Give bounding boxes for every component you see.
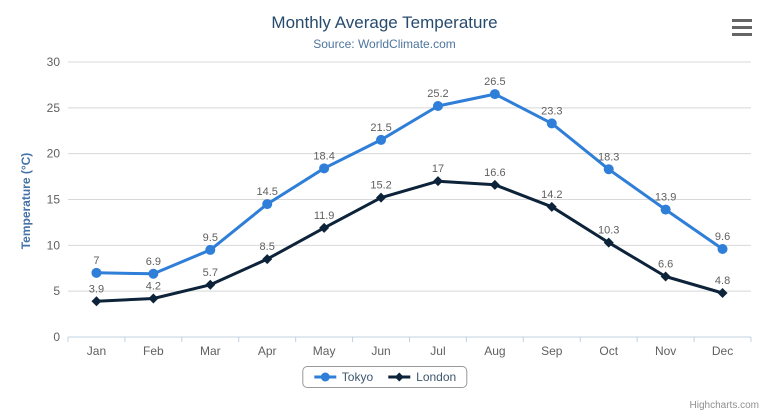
data-point-marker[interactable] xyxy=(91,267,102,278)
data-point-marker[interactable] xyxy=(660,271,671,282)
legend-item-london[interactable]: London xyxy=(387,370,456,384)
series-line xyxy=(95,92,724,276)
y-axis-label: 10 xyxy=(47,238,61,252)
data-label: 8.5 xyxy=(260,241,275,253)
data-label: 16.6 xyxy=(484,167,505,179)
data-point-marker[interactable] xyxy=(489,89,500,100)
data-point-marker[interactable] xyxy=(717,244,728,254)
y-axis-label: 20 xyxy=(47,147,61,161)
data-label: 9.5 xyxy=(203,232,218,244)
data-label: 3.9 xyxy=(89,283,104,295)
x-axis-label: Jul xyxy=(430,344,445,358)
data-label: 18.3 xyxy=(598,151,619,163)
data-label: 23.3 xyxy=(541,105,562,117)
data-point-marker[interactable] xyxy=(148,293,159,304)
data-point-marker[interactable] xyxy=(205,244,216,255)
data-point-marker[interactable] xyxy=(376,192,387,203)
data-label: 4.2 xyxy=(146,281,161,293)
data-label: 7 xyxy=(93,255,99,267)
data-label: 6.6 xyxy=(658,259,673,271)
chart-subtitle: Source: WorldClimate.com xyxy=(313,37,456,51)
x-axis-label: Apr xyxy=(258,344,277,358)
y-axis-label: 25 xyxy=(47,101,61,115)
data-label: 25.2 xyxy=(427,88,448,100)
x-axis-label: Dec xyxy=(712,344,733,358)
x-axis-label: Oct xyxy=(599,344,618,358)
data-point-marker[interactable] xyxy=(319,222,330,233)
data-point-marker[interactable] xyxy=(148,268,159,279)
data-point-marker[interactable] xyxy=(432,101,443,111)
x-axis-label: Sep xyxy=(541,344,563,358)
data-point-marker[interactable] xyxy=(717,288,728,298)
credits-link[interactable]: Highcharts.com xyxy=(689,400,759,411)
data-point-marker[interactable] xyxy=(319,163,330,174)
data-label: 18.4 xyxy=(313,150,334,162)
series-line xyxy=(95,179,724,303)
x-axis-label: Mar xyxy=(200,344,221,358)
legend-marker-circle-icon xyxy=(313,372,336,382)
data-label: 14.5 xyxy=(256,186,277,198)
hamburger-icon xyxy=(732,19,752,22)
data-label: 26.5 xyxy=(484,76,505,88)
data-point-marker[interactable] xyxy=(660,204,671,215)
data-label: 4.8 xyxy=(715,275,730,287)
data-label: 13.9 xyxy=(655,192,676,204)
data-label: 5.7 xyxy=(203,267,218,279)
data-label: 11.9 xyxy=(314,210,335,222)
data-point-marker[interactable] xyxy=(205,279,216,290)
data-point-marker[interactable] xyxy=(546,201,557,212)
data-point-marker[interactable] xyxy=(262,199,273,210)
data-point-marker[interactable] xyxy=(489,179,500,190)
x-axis-label: Nov xyxy=(655,344,676,358)
x-axis-label: May xyxy=(313,344,336,358)
legend-item-tokyo[interactable]: Tokyo xyxy=(313,370,373,384)
series-london: 3.9 4.2 5.7 8.5 11.9 15.2 17 16.6 14.2 10.3 6.6 4.8 xyxy=(89,163,730,307)
data-label: 6.9 xyxy=(146,256,161,268)
data-label: 14.2 xyxy=(541,189,562,201)
legend: Tokyo London xyxy=(301,366,468,388)
data-label: 10.3 xyxy=(598,225,619,237)
data-point-marker[interactable] xyxy=(91,296,102,307)
legend-label: Tokyo xyxy=(341,370,374,384)
data-point-marker[interactable] xyxy=(603,164,614,175)
data-point-marker[interactable] xyxy=(432,176,443,187)
series-tokyo: 7 6.9 9.5 14.5 18.4 21.5 25.2 26.5 23.3 18.3 13.9 9… xyxy=(91,76,730,279)
data-label: 15.2 xyxy=(370,180,391,192)
y-axis-label: 5 xyxy=(53,284,60,298)
x-axis-label: Jun xyxy=(371,344,390,358)
data-point-marker[interactable] xyxy=(546,118,557,129)
y-axis-label: 30 xyxy=(47,55,61,69)
hamburger-icon xyxy=(732,33,752,36)
data-point-marker[interactable] xyxy=(376,134,387,145)
hamburger-icon xyxy=(732,26,752,29)
data-label: 9.6 xyxy=(715,231,730,243)
legend-marker-diamond-icon xyxy=(388,372,411,382)
y-axis-title: Temperature (°C) xyxy=(19,152,33,250)
x-axis-label: Feb xyxy=(143,344,164,358)
data-point-marker[interactable] xyxy=(603,237,614,248)
data-point-marker[interactable] xyxy=(262,254,273,265)
data-label: 17 xyxy=(432,163,444,175)
context-menu-button[interactable] xyxy=(732,19,752,36)
y-axis-label: 0 xyxy=(53,330,60,344)
data-label: 21.5 xyxy=(370,122,391,134)
x-axis-label: Aug xyxy=(484,344,505,358)
y-axis-label: 15 xyxy=(47,193,61,207)
legend-label: London xyxy=(416,370,457,384)
x-axis-label: Jan xyxy=(87,344,106,358)
chart-title: Monthly Average Temperature xyxy=(271,13,498,32)
